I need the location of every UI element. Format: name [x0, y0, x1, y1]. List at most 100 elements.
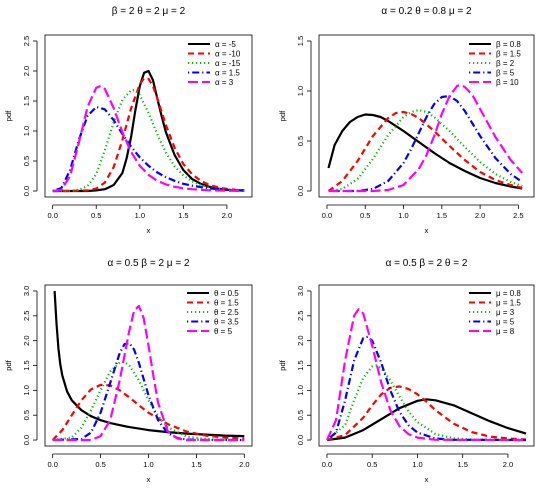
x-tick-label: 1.0 [143, 460, 153, 469]
x-axis-label: x [425, 226, 429, 235]
y-tick-label: 0.5 [296, 410, 305, 420]
series-line-1 [326, 398, 527, 442]
legend-entry: θ = 0.5 [214, 289, 239, 298]
chart-title: β = 2 θ = 2 μ = 2 [112, 6, 186, 17]
series-line-1 [53, 290, 245, 438]
x-tick-label: 0.5 [367, 460, 377, 469]
y-tick-label: 3.0 [22, 286, 31, 296]
y-tick-label: 0.0 [22, 186, 31, 196]
series-line-4 [328, 94, 523, 193]
y-axis: 0.0 0.5 1.0 1.5 2.0 2.5 3.0 [22, 286, 38, 445]
series-line-2 [327, 110, 523, 192]
series-line-4 [52, 342, 245, 442]
x-tick-label: 1.5 [178, 211, 188, 220]
y-tick-label: 0.0 [22, 435, 31, 445]
y-tick-label: 2.0 [22, 335, 31, 345]
x-tick-label: 2.0 [475, 211, 485, 220]
x-axis: 0.0 0.5 1.0 1.5 2.0 [322, 453, 513, 469]
y-axis-label: pdf [4, 110, 13, 121]
legend: θ = 0.5θ = 1.5θ = 2.5θ = 3.5θ = 5 [187, 289, 239, 336]
legend-entry: β = 5 [496, 69, 515, 78]
plot-frame [318, 34, 535, 198]
y-axis: 0.0 0.5 1.0 1.5 2.0 2.5 3.0 [296, 286, 312, 445]
y-tick-label: 0.5 [296, 136, 305, 146]
x-axis: 0.0 0.5 1.0 1.5 2.0 [47, 204, 232, 220]
series-line-5 [325, 308, 527, 442]
y-tick-label: 2.5 [22, 36, 31, 46]
y-tick-label: 0.5 [22, 410, 31, 420]
legend-entry: θ = 2.5 [214, 308, 239, 317]
series-line-3 [52, 360, 245, 442]
series-line-3 [328, 108, 523, 193]
series-line-3 [52, 89, 245, 193]
x-tick-label: 0.0 [322, 460, 332, 469]
series-group [327, 83, 524, 193]
x-tick-label: 1.5 [437, 211, 447, 220]
legend-entry: μ = 5 [496, 318, 515, 327]
x-axis-label: x [425, 475, 429, 484]
y-tick-label: 1.0 [22, 126, 31, 136]
x-tick-label: 1.5 [457, 460, 467, 469]
x-tick-label: 0.5 [95, 460, 105, 469]
y-tick-label: 0.0 [296, 435, 305, 445]
x-tick-label: 0.0 [47, 211, 57, 220]
x-tick-label: 0.0 [47, 460, 57, 469]
x-tick-label: 2.0 [222, 211, 232, 220]
y-tick-label: 1.0 [296, 86, 305, 96]
series-group [325, 308, 527, 442]
legend: μ = 0.8μ = 1.5μ = 3μ = 5μ = 8 [469, 289, 521, 336]
plot-frame [44, 284, 253, 447]
series-line-2 [51, 383, 245, 441]
x-axis: 0.0 0.5 1.0 1.5 2.0 [47, 453, 250, 469]
chart-title: α = 0.5 β = 2 μ = 2 [107, 258, 190, 269]
y-tick-label: 1.5 [296, 360, 305, 370]
legend: β = 0.8β = 1.5β = 2β = 5β = 10 [469, 40, 521, 87]
legend-entry: θ = 3.5 [214, 318, 239, 327]
series-line-2 [52, 77, 245, 193]
legend-entry: μ = 0.8 [496, 289, 521, 298]
series-line-5 [52, 304, 245, 442]
legend-entry: μ = 8 [496, 327, 515, 336]
legend-entry: α = -15 [215, 59, 241, 68]
x-tick-label: 2.5 [513, 211, 523, 220]
chart-panel-2: α = 0.2 θ = 0.8 μ = 2 0.0 0.5 1.0 1.5 2.0 2.5 x… [278, 6, 535, 235]
legend-entry: α = 1.5 [215, 69, 240, 78]
x-axis-label: x [147, 475, 151, 484]
y-axis-label: pdf [278, 110, 287, 121]
chart-title: α = 0.5 β = 2 θ = 2 [386, 258, 468, 269]
legend-entry: θ = 5 [214, 327, 233, 336]
x-axis-label: x [147, 226, 151, 235]
y-axis: 0.0 0.5 1.0 1.5 2.0 2.5 [22, 36, 38, 196]
legend-entry: μ = 1.5 [496, 299, 521, 308]
series-line-1 [327, 113, 523, 190]
series-line-4 [52, 105, 245, 193]
legend-entry: θ = 1.5 [214, 299, 239, 308]
legend-entry: β = 0.8 [496, 40, 521, 49]
x-axis: 0.0 0.5 1.0 1.5 2.0 2.5 [322, 204, 524, 220]
x-tick-label: 1.0 [398, 211, 408, 220]
legend-entry: μ = 3 [496, 308, 515, 317]
y-axis-label: pdf [4, 359, 13, 370]
chart-panel-3: α = 0.5 β = 2 μ = 2 0.0 0.5 1.0 1.5 2.0 x 0.0 0.… [4, 258, 253, 484]
y-tick-label: 0.5 [22, 156, 31, 166]
series-line-5 [52, 84, 245, 193]
y-tick-label: 2.5 [22, 311, 31, 321]
y-tick-label: 2.5 [296, 311, 305, 321]
series-group [52, 69, 245, 193]
chart-panel-4: α = 0.5 β = 2 θ = 20.0 0.5 1.0 1.5 2.0x0.00.… [278, 258, 535, 484]
legend-entry: β = 10 [496, 78, 519, 87]
x-tick-label: 2.0 [503, 460, 513, 469]
y-tick-label: 1.5 [22, 360, 31, 370]
plot-frame [318, 284, 535, 447]
y-tick-label: 2.0 [296, 335, 305, 345]
x-tick-label: 0.5 [360, 211, 370, 220]
series-line-2 [326, 385, 527, 442]
chart-title: α = 0.2 θ = 0.8 μ = 2 [381, 6, 472, 17]
plot-frame [44, 34, 253, 198]
y-tick-label: 0.0 [296, 186, 305, 196]
legend-entry: β = 2 [496, 59, 515, 68]
y-tick-label: 1.5 [296, 36, 305, 46]
y-axis-label: pdf [278, 359, 287, 370]
y-tick-label: 1.5 [22, 96, 31, 106]
